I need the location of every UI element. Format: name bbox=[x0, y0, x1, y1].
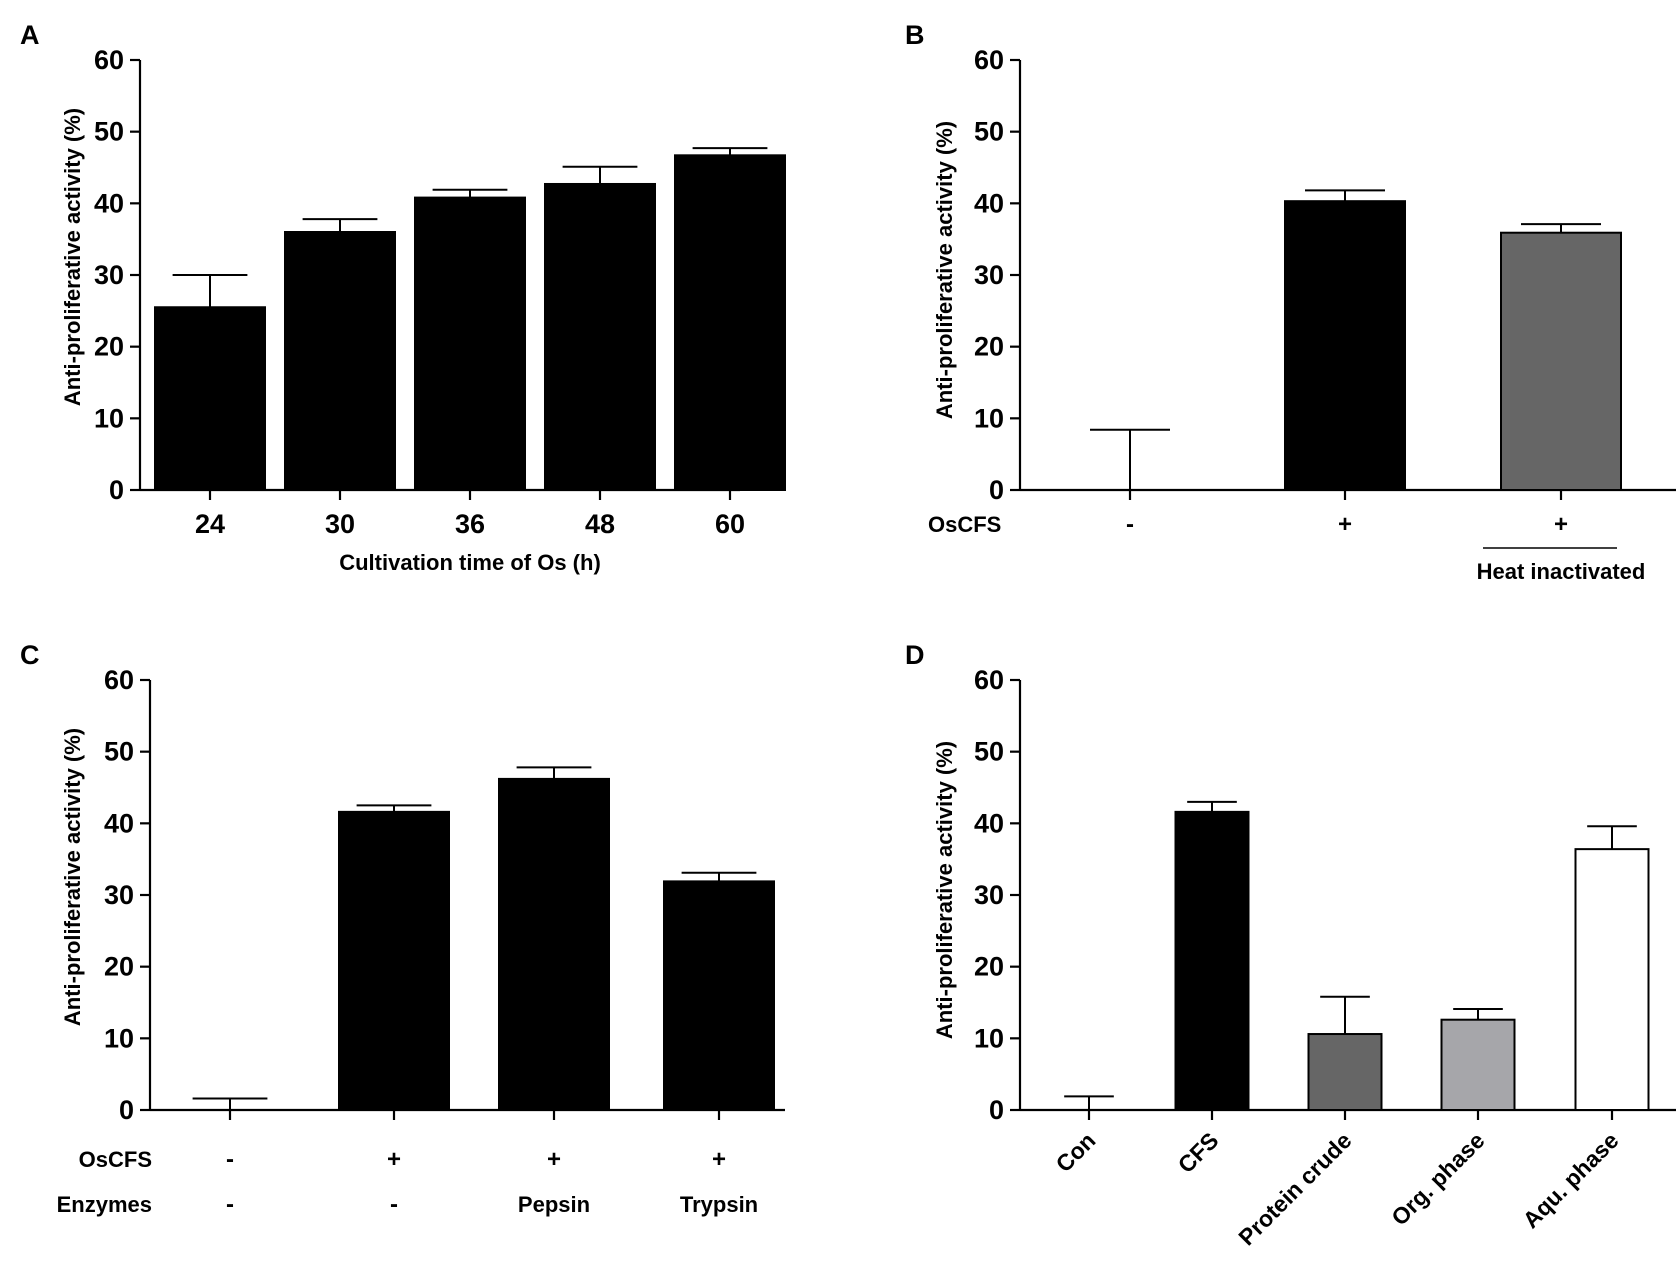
y-tick-label: 10 bbox=[94, 403, 124, 433]
condition-label: + bbox=[547, 1146, 561, 1173]
bar bbox=[674, 154, 786, 491]
panel-d: D Anti-proliferative activity (%) 0 10 20 3… bbox=[905, 640, 1676, 1250]
y-tick-label: 0 bbox=[989, 475, 1004, 505]
bar bbox=[1284, 200, 1406, 492]
condition-label: + bbox=[1554, 511, 1568, 538]
x-tick-label: Con bbox=[1051, 1127, 1101, 1177]
y-tick-label: 10 bbox=[104, 1023, 134, 1053]
bar bbox=[663, 880, 775, 1112]
bar bbox=[1440, 1018, 1516, 1112]
bar bbox=[498, 777, 610, 1112]
y-tick-label: 20 bbox=[104, 952, 134, 982]
row-label-oscfs: OsCFS bbox=[928, 512, 1001, 537]
x-tick-label: 60 bbox=[715, 509, 745, 539]
condition-label: - bbox=[1126, 511, 1134, 538]
condition-label: Pepsin bbox=[518, 1192, 590, 1217]
bar bbox=[1307, 1033, 1383, 1111]
panel-letter: D bbox=[905, 640, 925, 670]
x-tick-label: 30 bbox=[325, 509, 355, 539]
condition-label: + bbox=[387, 1146, 401, 1173]
condition-label: Trypsin bbox=[680, 1192, 758, 1217]
bar bbox=[1574, 848, 1650, 1112]
y-tick-label: 40 bbox=[974, 188, 1004, 218]
heat-inactivated-label: Heat inactivated bbox=[1477, 559, 1646, 584]
y-tick-label: 0 bbox=[119, 1095, 134, 1125]
panel-letter: B bbox=[905, 20, 925, 50]
y-axis-title: Anti-proliferative activity (%) bbox=[932, 741, 957, 1039]
bar bbox=[154, 306, 266, 491]
bar bbox=[338, 810, 450, 1111]
bar bbox=[544, 182, 656, 491]
y-tick-label: 60 bbox=[94, 45, 124, 75]
y-tick-label: 10 bbox=[974, 403, 1004, 433]
y-tick-label: 20 bbox=[94, 332, 124, 362]
y-tick-label: 60 bbox=[974, 665, 1004, 695]
condition-label: - bbox=[226, 1146, 234, 1173]
x-tick-label: Org. phase bbox=[1386, 1127, 1489, 1230]
y-tick-label: 40 bbox=[104, 808, 134, 838]
x-tick-label: 48 bbox=[585, 509, 615, 539]
y-tick-label: 50 bbox=[974, 117, 1004, 147]
y-tick-label: 60 bbox=[104, 665, 134, 695]
y-tick-label: 30 bbox=[974, 260, 1004, 290]
panel-a: A Anti-proliferative activity (%) Cultiv… bbox=[20, 20, 786, 575]
condition-label: - bbox=[390, 1191, 398, 1218]
condition-label: - bbox=[226, 1191, 234, 1218]
y-tick-label: 40 bbox=[974, 808, 1004, 838]
row-label-enzymes: Enzymes bbox=[57, 1192, 152, 1217]
panel-c: C Anti-proliferative activity (%) OsCFS … bbox=[20, 640, 785, 1218]
x-tick-label: CFS bbox=[1173, 1127, 1224, 1178]
x-tick-label: 36 bbox=[455, 509, 485, 539]
y-tick-label: 50 bbox=[104, 737, 134, 767]
bar bbox=[1174, 810, 1250, 1111]
y-tick-label: 0 bbox=[989, 1095, 1004, 1125]
y-tick-label: 20 bbox=[974, 952, 1004, 982]
x-tick-label: 24 bbox=[195, 509, 225, 539]
y-tick-label: 10 bbox=[974, 1023, 1004, 1053]
y-axis-title: Anti-proliferative activity (%) bbox=[60, 108, 85, 406]
y-tick-label: 50 bbox=[974, 737, 1004, 767]
x-axis-title: Cultivation time of Os (h) bbox=[339, 550, 601, 575]
y-tick-label: 40 bbox=[94, 188, 124, 218]
bar bbox=[1500, 231, 1622, 491]
y-axis-title: Anti-proliferative activity (%) bbox=[60, 728, 85, 1026]
x-tick-label: Protein crude bbox=[1233, 1127, 1356, 1250]
panel-letter: A bbox=[20, 20, 40, 50]
row-label-oscfs: OsCFS bbox=[79, 1147, 152, 1172]
y-tick-label: 20 bbox=[974, 332, 1004, 362]
condition-label: + bbox=[1338, 511, 1352, 538]
bar bbox=[284, 231, 396, 491]
panel-b: B Anti-proliferative activity (%) OsCFS … bbox=[905, 20, 1676, 584]
y-tick-label: 0 bbox=[109, 475, 124, 505]
bar bbox=[414, 196, 526, 491]
x-tick-label: Aqu. phase bbox=[1517, 1127, 1623, 1233]
y-tick-label: 60 bbox=[974, 45, 1004, 75]
panel-letter: C bbox=[20, 640, 40, 670]
y-tick-label: 30 bbox=[974, 880, 1004, 910]
y-tick-label: 50 bbox=[94, 117, 124, 147]
condition-label: + bbox=[712, 1146, 726, 1173]
y-axis-title: Anti-proliferative activity (%) bbox=[932, 121, 957, 419]
y-tick-label: 30 bbox=[94, 260, 124, 290]
y-tick-label: 30 bbox=[104, 880, 134, 910]
